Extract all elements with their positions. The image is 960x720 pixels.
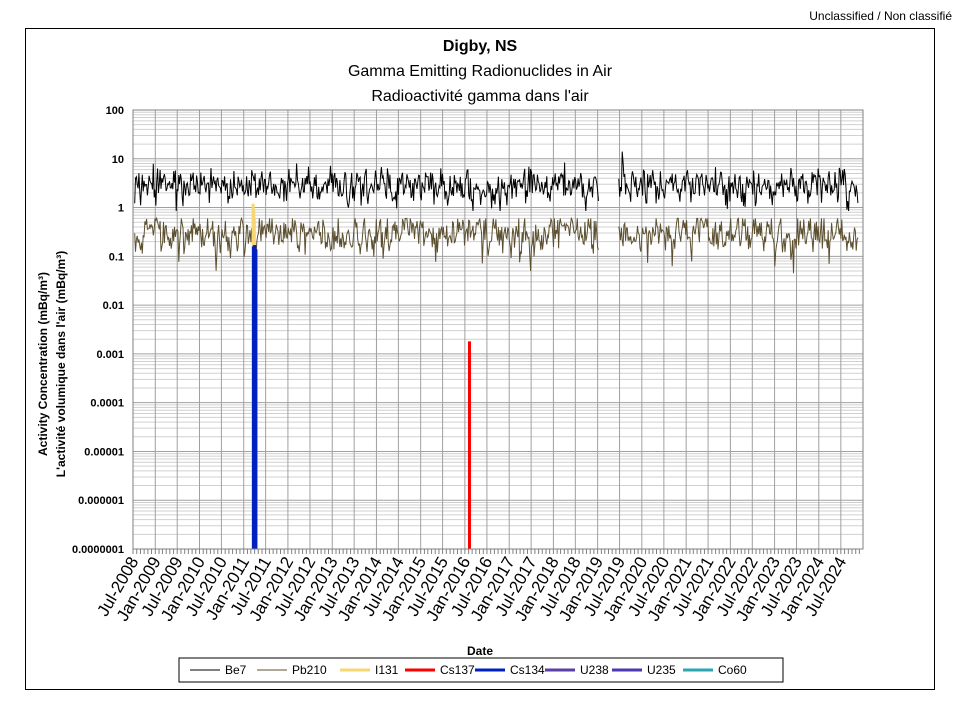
y-tick-label: 0.00001 [84, 446, 124, 458]
y-axis-label: Activity Concentration (mBq/m³) [36, 272, 50, 456]
series-Be7 [134, 151, 859, 212]
legend-label-U235: U235 [647, 663, 676, 677]
chart-subtitle: Gamma Emitting Radionuclides in Air [348, 63, 613, 80]
series-line-Pb210 [618, 217, 859, 274]
y-tick-label: 1 [118, 203, 124, 215]
legend-label-Cs137: Cs137 [440, 663, 475, 677]
y-tick-label: 0.0001 [90, 398, 124, 410]
classification-label: Unclassified / Non classifié [809, 9, 952, 23]
legend-label-I131: I131 [375, 663, 399, 677]
chart-frame [25, 28, 935, 690]
y-tick-label: 0.0000001 [72, 544, 124, 556]
y-axis: 100 10 1 0.1 0.01 0.001 0.0001 0.00001 0.000001 0… [72, 105, 124, 556]
series-line-Be7 [618, 151, 859, 212]
legend-label-Co60: Co60 [718, 663, 747, 677]
series-line-Pb210 [134, 216, 599, 272]
x-axis: Jul-2008Jan-2009Jul-2009Jan-2010Jul-2010… [93, 549, 860, 624]
y-tick-label: 0.001 [96, 349, 124, 361]
y-axis-label-fr: L'activité volumique dans l'air (mBq/m³) [54, 251, 68, 477]
legend: Be7 Pb210 I131 Cs137 Cs134 U238 U235 Co60 [178, 657, 784, 683]
y-tick-label: 0.000001 [78, 495, 124, 507]
series-layer [134, 151, 859, 549]
series-Pb210 [134, 216, 859, 274]
legend-label-Be7: Be7 [225, 663, 247, 677]
x-axis-label: Date [467, 644, 493, 658]
legend-label-Pb210: Pb210 [292, 663, 327, 677]
y-tick-label: 0.1 [109, 251, 124, 263]
series-line-Be7 [134, 162, 599, 212]
series-Cs134 [251, 245, 258, 549]
y-tick-label: 10 [112, 154, 124, 166]
legend-label-U238: U238 [580, 663, 609, 677]
y-tick-label: 0.01 [103, 300, 124, 312]
y-tick-label: 100 [106, 105, 124, 117]
chart-title: Digby, NS [443, 38, 518, 55]
legend-label-Cs134: Cs134 [510, 663, 545, 677]
chart-subtitle-fr: Radioactivité gamma dans l'air [371, 88, 589, 105]
